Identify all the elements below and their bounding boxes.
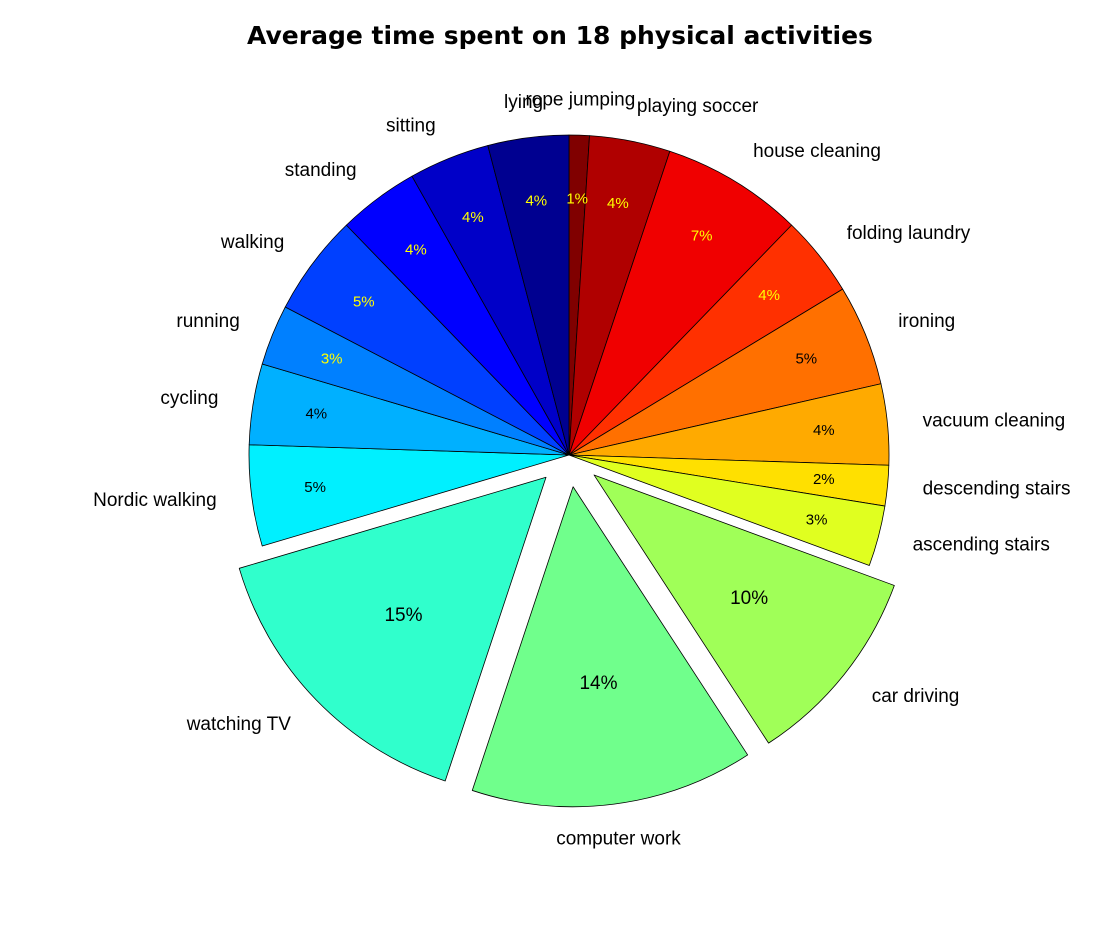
slice-percent-nordic-walking: 5%: [304, 479, 326, 496]
slice-label-playing-soccer: playing soccer: [637, 96, 759, 117]
slice-percent-house-cleaning: 7%: [691, 228, 713, 245]
slice-label-ascending-stairs: ascending stairs: [913, 535, 1050, 556]
slice-label-standing: standing: [285, 160, 357, 181]
slice-percent-walking: 5%: [353, 293, 375, 310]
slice-label-walking: walking: [220, 232, 284, 253]
slice-label-lying: lying: [504, 92, 543, 113]
pie-slice-ascending-stairs: [568, 454, 886, 566]
slice-percent-computer-work: 14%: [579, 673, 617, 694]
pie-slice-house-cleaning: [568, 150, 793, 456]
slice-percent-vacuum-cleaning: 4%: [813, 422, 835, 439]
slice-label-descending-stairs: descending stairs: [923, 479, 1071, 500]
slice-percent-ironing: 5%: [795, 350, 817, 367]
slice-label-watching-tv: watching TV: [186, 714, 292, 735]
labels-layer: 1% rope jumping 4% playing soccer 7% house cl…: [93, 90, 1070, 850]
slice-label-nordic-walking: Nordic walking: [93, 490, 217, 511]
pie-slice-lying: [487, 134, 570, 456]
slice-label-cycling: cycling: [160, 388, 218, 409]
slice-label-folding-laundry: folding laundry: [847, 223, 971, 244]
slices-layer: [238, 134, 895, 808]
slice-percent-standing: 4%: [405, 241, 427, 258]
slice-label-sitting: sitting: [386, 115, 436, 136]
slice-label-house-cleaning: house cleaning: [753, 141, 881, 162]
pie-slice-car-driving: [593, 474, 895, 744]
slice-label-vacuum-cleaning: vacuum cleaning: [923, 410, 1066, 431]
slice-label-rope-jumping: rope jumping: [525, 90, 635, 111]
slice-percent-lying: 4%: [525, 193, 547, 210]
slice-percent-descending-stairs: 2%: [813, 471, 835, 488]
chart-title: Average time spent on 18 physical activi…: [247, 21, 873, 50]
slice-percent-car-driving: 10%: [730, 588, 768, 609]
slice-percent-watching-tv: 15%: [384, 605, 422, 626]
pie-slice-computer-work: [471, 486, 749, 808]
slice-percent-cycling: 4%: [305, 406, 327, 423]
slice-label-running: running: [176, 311, 239, 332]
slice-label-ironing: ironing: [898, 311, 955, 332]
slice-percent-rope-jumping: 1%: [566, 191, 588, 208]
slice-percent-folding-laundry: 4%: [758, 287, 780, 304]
slice-percent-sitting: 4%: [462, 209, 484, 226]
slice-percent-running: 3%: [321, 350, 343, 367]
pie-slice-watching-tv: [238, 476, 547, 782]
slice-percent-ascending-stairs: 3%: [806, 511, 828, 528]
slice-label-computer-work: computer work: [556, 829, 681, 850]
slice-label-car-driving: car driving: [872, 686, 960, 707]
slice-percent-playing-soccer: 4%: [607, 195, 629, 212]
